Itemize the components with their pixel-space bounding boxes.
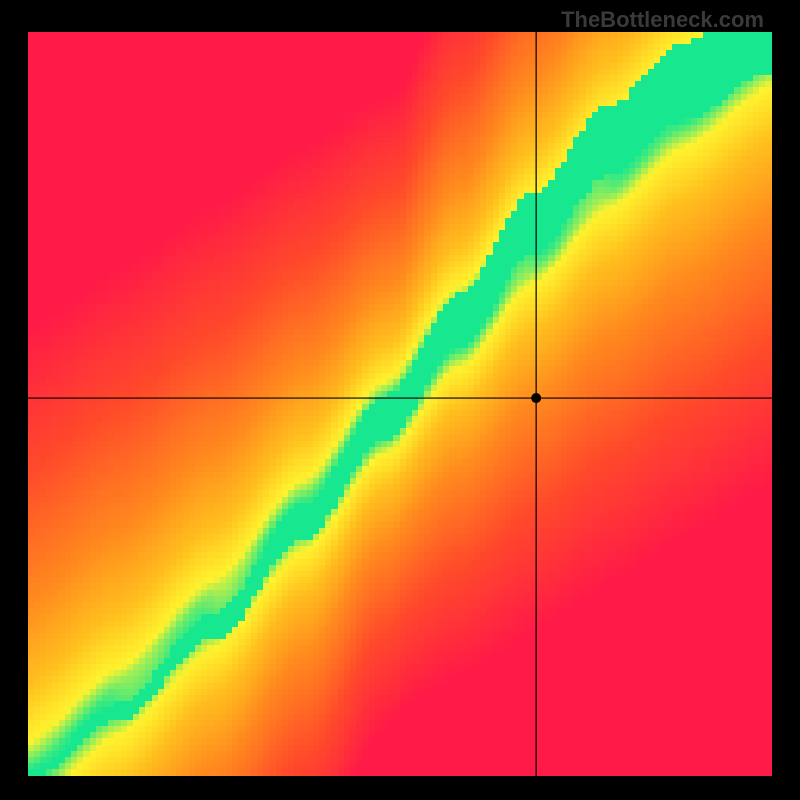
chart-container: { "watermark": { "text": "TheBottleneck.… <box>0 0 800 800</box>
watermark-text: TheBottleneck.com <box>561 7 764 33</box>
bottleneck-heatmap <box>28 32 772 776</box>
